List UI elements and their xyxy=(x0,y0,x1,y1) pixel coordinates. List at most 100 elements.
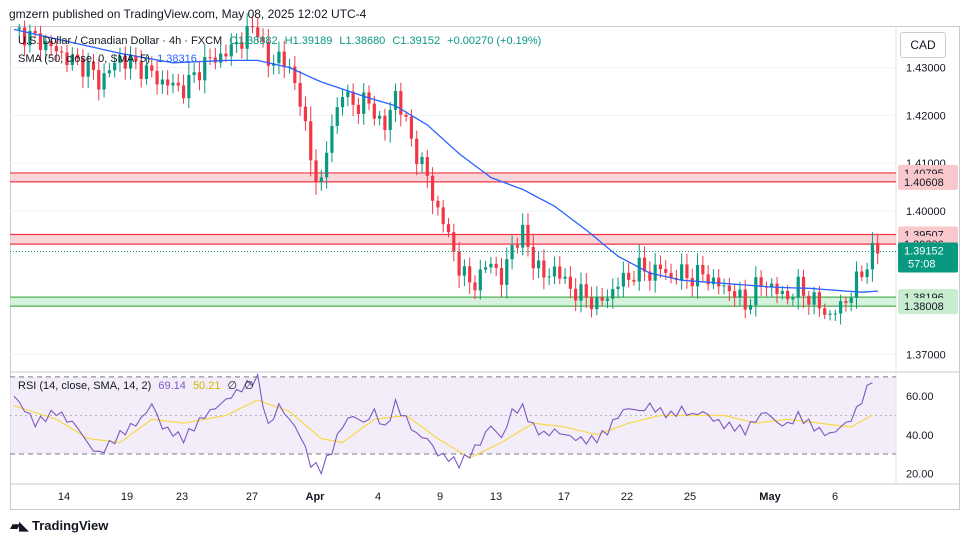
candle-body xyxy=(542,260,546,278)
candle-body xyxy=(616,286,620,290)
candle-body xyxy=(828,313,832,315)
candle-body xyxy=(298,82,302,107)
candle-body xyxy=(415,138,419,165)
candle-body xyxy=(695,264,700,287)
candle-body xyxy=(574,288,578,301)
candle-body xyxy=(28,30,32,46)
symbol-label[interactable]: U.S. Dollar / Canadian Dollar · 4h · FXC… xyxy=(18,35,223,47)
candle-body xyxy=(531,246,535,269)
candle-body xyxy=(669,272,673,279)
candle-body xyxy=(351,91,355,105)
candle-body xyxy=(844,301,848,303)
sma-legend: SMA (50, close, 0, SMA, 5) 1.38316 xyxy=(18,53,201,65)
candle-body xyxy=(139,61,143,79)
candle-body xyxy=(717,277,721,287)
candle-body xyxy=(558,266,562,279)
candle-body xyxy=(203,57,207,81)
candle-body xyxy=(224,53,228,57)
footer-brand[interactable]: ▰◣ TradingView xyxy=(10,518,108,534)
candle-body xyxy=(579,284,583,301)
legend-high: H1.39189 xyxy=(284,35,333,47)
candle-body xyxy=(738,289,742,298)
rsi-tick-label: 40.00 xyxy=(906,430,934,442)
candle-body xyxy=(187,75,191,99)
candle-body xyxy=(722,285,726,287)
candle-body xyxy=(118,56,122,63)
support-low-label: 1.38008 xyxy=(904,301,944,313)
sma-label[interactable]: SMA (50, close, 0, SMA, 5) xyxy=(18,53,151,65)
candle-body xyxy=(727,285,731,292)
rsi-tick-label: 60.00 xyxy=(906,391,934,403)
candle-body xyxy=(536,260,541,269)
candle-body xyxy=(303,106,308,122)
candle-body xyxy=(584,284,588,298)
candle-body xyxy=(478,269,482,291)
chart-frame xyxy=(10,26,960,510)
candle-body xyxy=(293,66,297,83)
candle-body xyxy=(166,79,170,86)
rsi-legend: RSI (14, close, SMA, 14, 2) 69.14 50.21 … xyxy=(18,379,258,392)
candle-body xyxy=(393,90,398,110)
candle-body xyxy=(65,52,69,66)
candle-body xyxy=(197,72,202,81)
candle-body xyxy=(97,69,101,90)
candle-body xyxy=(266,41,270,66)
candle-body xyxy=(309,121,313,161)
price-tick-label: 1.40000 xyxy=(906,206,946,218)
candle-body xyxy=(627,272,631,280)
candle-body xyxy=(521,224,525,248)
price-tick-label: 1.37000 xyxy=(906,349,946,361)
candle-body xyxy=(515,245,519,248)
price-tick-label: 1.43000 xyxy=(906,63,946,75)
candle-body xyxy=(75,54,80,59)
time-tick-label: May xyxy=(759,491,781,503)
price-legend: U.S. Dollar / Canadian Dollar · 4h · FXC… xyxy=(18,35,545,47)
candle-body xyxy=(17,27,21,30)
time-tick-label: 14 xyxy=(58,491,70,503)
candle-body xyxy=(823,308,827,315)
candle-body xyxy=(128,56,133,69)
candle-body xyxy=(775,283,779,295)
candle-body xyxy=(860,271,864,278)
candle-body xyxy=(425,157,429,176)
candle-body xyxy=(335,107,339,126)
candle-body xyxy=(600,297,604,301)
candle-body xyxy=(658,264,663,270)
candle-body xyxy=(420,157,424,165)
candle-body xyxy=(494,263,498,268)
rsi-empty-2: ∅ xyxy=(244,380,254,392)
candle-body xyxy=(261,37,265,42)
candle-body xyxy=(754,277,758,306)
candle-body xyxy=(854,271,859,298)
candle-body xyxy=(833,313,837,315)
candle-body xyxy=(441,207,445,225)
candle-body xyxy=(319,177,323,182)
currency-button[interactable]: CAD xyxy=(900,32,946,58)
candle-body xyxy=(383,115,387,130)
candle-body xyxy=(256,27,260,38)
rsi-label[interactable]: RSI (14, close, SMA, 14, 2) xyxy=(18,380,152,392)
publish-caption: gmzern published on TradingView.com, May… xyxy=(9,7,367,21)
candle-body xyxy=(452,232,456,252)
time-tick-label: 13 xyxy=(490,491,502,503)
candle-body xyxy=(150,65,154,71)
candle-body xyxy=(621,272,625,287)
resistance-low-label-bg xyxy=(898,173,958,190)
candle-body xyxy=(817,292,822,309)
candle-body xyxy=(839,301,843,314)
last-price-label: 1.39152 xyxy=(904,245,944,257)
candle-body xyxy=(457,251,461,276)
candle-body xyxy=(160,79,164,85)
time-tick-label: Apr xyxy=(306,491,326,503)
candle-body xyxy=(664,269,668,273)
time-tick-label: 23 xyxy=(176,491,188,503)
candle-body xyxy=(468,266,472,283)
rsi-ma-value: 50.21 xyxy=(192,380,221,392)
candle-body xyxy=(192,72,196,76)
candle-body xyxy=(563,276,567,279)
candle-body xyxy=(589,297,594,310)
legend-open: O1.38882 xyxy=(229,35,278,47)
time-tick-label: 27 xyxy=(246,491,258,503)
candle-body xyxy=(123,56,127,69)
